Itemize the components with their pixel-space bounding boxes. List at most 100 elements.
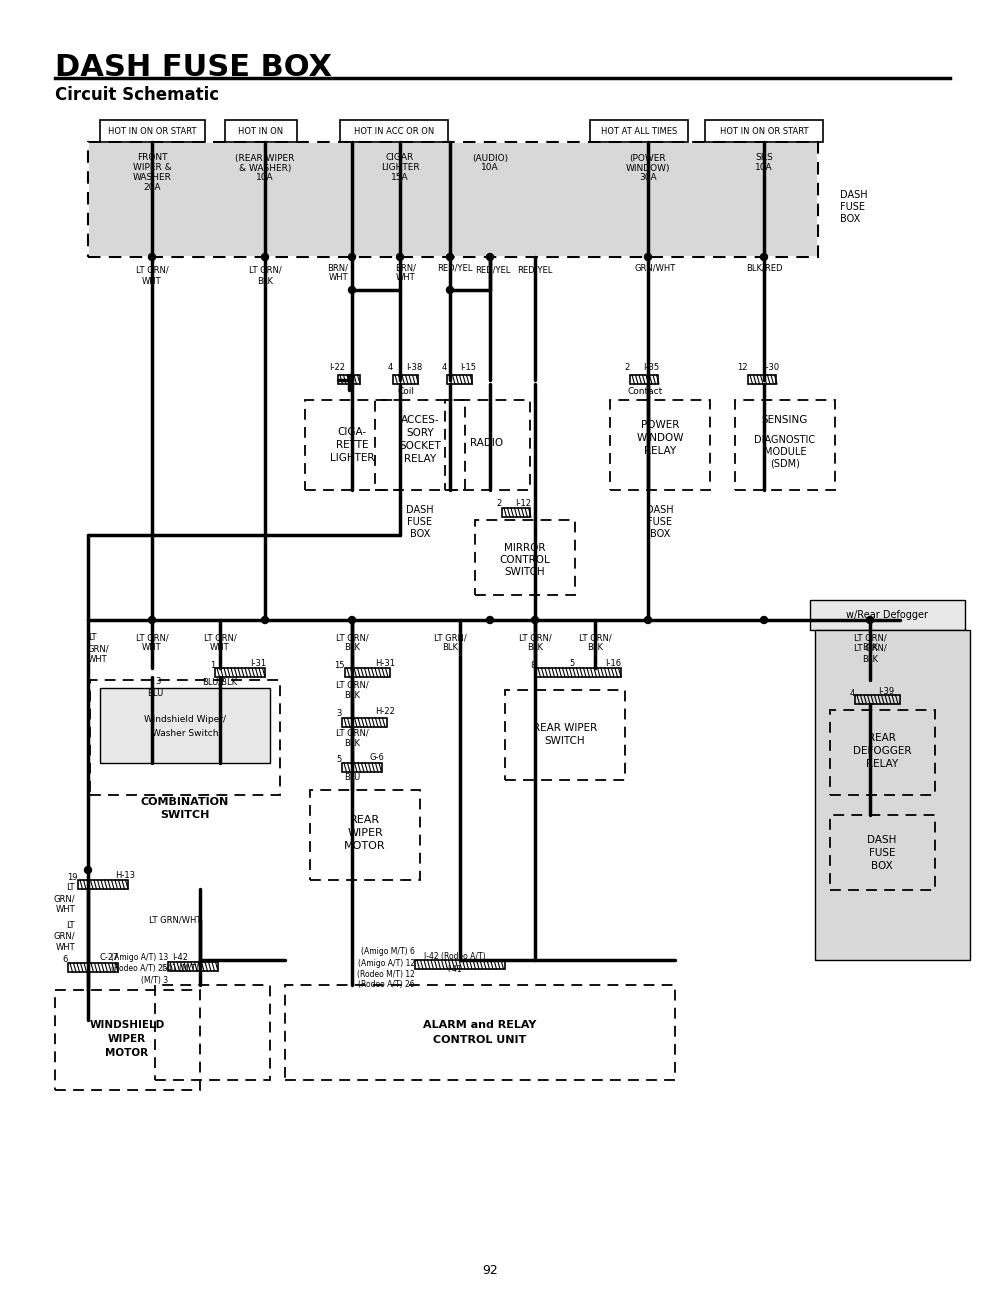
Text: ALARM and RELAY: ALARM and RELAY bbox=[423, 1020, 537, 1030]
Circle shape bbox=[446, 254, 454, 260]
Text: I-39: I-39 bbox=[878, 687, 894, 695]
Text: w/Rear Defogger: w/Rear Defogger bbox=[846, 609, 928, 620]
Text: RELAY: RELAY bbox=[404, 454, 436, 465]
Circle shape bbox=[262, 254, 268, 260]
Text: BLU/BLK: BLU/BLK bbox=[202, 678, 238, 687]
Text: WHT: WHT bbox=[328, 273, 348, 282]
Bar bbox=[855, 695, 900, 704]
Text: LT: LT bbox=[66, 920, 75, 929]
Bar bbox=[338, 375, 360, 384]
Text: RELAY: RELAY bbox=[644, 446, 676, 455]
Bar bbox=[590, 120, 688, 142]
Text: BRN/: BRN/ bbox=[327, 264, 348, 273]
Circle shape bbox=[349, 286, 356, 294]
Bar bbox=[100, 120, 205, 142]
Text: WIPER: WIPER bbox=[347, 828, 383, 839]
Bar bbox=[215, 668, 265, 677]
Text: BLK: BLK bbox=[257, 277, 273, 286]
Circle shape bbox=[148, 254, 156, 260]
Text: RED/YEL: RED/YEL bbox=[437, 264, 473, 273]
Text: DASH: DASH bbox=[406, 505, 434, 515]
Text: DASH: DASH bbox=[867, 835, 897, 845]
Text: BLK/RED: BLK/RED bbox=[746, 264, 782, 273]
Circle shape bbox=[644, 254, 652, 260]
Bar bbox=[89, 144, 817, 256]
Text: (AUDIO): (AUDIO) bbox=[472, 154, 508, 163]
Bar bbox=[345, 668, 390, 677]
Text: MIRROR: MIRROR bbox=[504, 543, 546, 553]
Text: BLK: BLK bbox=[527, 643, 543, 652]
Bar bbox=[285, 985, 675, 1080]
Bar bbox=[225, 120, 297, 142]
Text: SWITCH: SWITCH bbox=[505, 567, 545, 577]
Text: 8: 8 bbox=[531, 660, 536, 669]
Text: WHT: WHT bbox=[142, 277, 162, 286]
Text: SENSING: SENSING bbox=[762, 415, 808, 424]
Text: (REAR WIPER: (REAR WIPER bbox=[235, 154, 295, 163]
Text: SWITCH: SWITCH bbox=[545, 736, 585, 747]
Text: (POWER: (POWER bbox=[630, 154, 666, 163]
Text: 1: 1 bbox=[210, 660, 215, 669]
Text: BLK: BLK bbox=[344, 643, 360, 652]
Text: RELAY: RELAY bbox=[866, 760, 898, 769]
Text: HOT AT ALL TIMES: HOT AT ALL TIMES bbox=[601, 127, 677, 136]
Bar bbox=[705, 120, 823, 142]
Text: DASH: DASH bbox=[840, 190, 868, 201]
Text: (SDM): (SDM) bbox=[770, 459, 800, 468]
Text: ACCES-: ACCES- bbox=[401, 415, 439, 424]
Text: REAR: REAR bbox=[868, 732, 896, 743]
Text: 15A: 15A bbox=[391, 173, 409, 182]
Text: I-31: I-31 bbox=[250, 659, 266, 668]
Text: COMBINATION: COMBINATION bbox=[141, 797, 229, 807]
Text: (M/T) 3: (M/T) 3 bbox=[141, 976, 168, 985]
Bar bbox=[375, 400, 465, 490]
Bar bbox=[748, 375, 776, 384]
Text: WIPER: WIPER bbox=[108, 1034, 146, 1044]
Text: RED/YEL: RED/YEL bbox=[475, 265, 511, 274]
Text: CONTROL: CONTROL bbox=[500, 555, 550, 565]
Text: BLK: BLK bbox=[344, 739, 360, 748]
Text: 10A: 10A bbox=[755, 163, 773, 172]
Text: BOX: BOX bbox=[871, 861, 893, 871]
Circle shape bbox=[761, 254, 768, 260]
Text: CONTROL UNIT: CONTROL UNIT bbox=[433, 1035, 527, 1046]
Text: 3: 3 bbox=[155, 678, 160, 687]
Text: BLK: BLK bbox=[587, 643, 603, 652]
Text: DASH FUSE BOX: DASH FUSE BOX bbox=[55, 53, 332, 83]
Circle shape bbox=[761, 616, 768, 624]
Text: WASHER: WASHER bbox=[133, 173, 171, 182]
Text: WHT: WHT bbox=[142, 643, 162, 652]
Text: WIPER &: WIPER & bbox=[133, 163, 171, 172]
Text: DEFOGGER: DEFOGGER bbox=[853, 747, 911, 756]
Bar bbox=[393, 375, 418, 384]
Circle shape bbox=[644, 616, 652, 624]
Text: 15: 15 bbox=[334, 660, 345, 669]
Bar bbox=[310, 791, 420, 880]
Bar bbox=[735, 400, 835, 490]
Text: LT GRN/: LT GRN/ bbox=[136, 634, 168, 643]
Text: I-16: I-16 bbox=[605, 659, 621, 668]
Bar bbox=[610, 400, 710, 490]
Text: C-27: C-27 bbox=[100, 954, 120, 963]
Circle shape bbox=[262, 616, 268, 624]
Text: HOT IN ON OR START: HOT IN ON OR START bbox=[720, 127, 808, 136]
Text: HOT IN ON OR START: HOT IN ON OR START bbox=[108, 127, 196, 136]
Text: I-22: I-22 bbox=[329, 364, 345, 373]
Text: FUSE: FUSE bbox=[408, 518, 432, 527]
Text: SORY: SORY bbox=[406, 428, 434, 437]
Text: HOT IN ON: HOT IN ON bbox=[238, 127, 284, 136]
Text: WHT: WHT bbox=[55, 942, 75, 951]
Bar bbox=[155, 985, 270, 1080]
Text: GRN/WHT: GRN/WHT bbox=[634, 264, 676, 273]
Text: 3: 3 bbox=[337, 709, 342, 718]
Text: I-35: I-35 bbox=[643, 364, 659, 373]
Text: Windshield Wiper/: Windshield Wiper/ bbox=[144, 716, 226, 725]
Text: & WASHER): & WASHER) bbox=[239, 163, 291, 172]
Text: I-42 (Rodeo A/T): I-42 (Rodeo A/T) bbox=[424, 952, 486, 961]
Text: BOX: BOX bbox=[650, 529, 670, 540]
Text: CIGAR: CIGAR bbox=[386, 154, 414, 163]
Text: MOTOR: MOTOR bbox=[344, 841, 386, 851]
Text: H-31: H-31 bbox=[375, 659, 395, 668]
Bar bbox=[78, 880, 128, 889]
Text: Washer Switch: Washer Switch bbox=[152, 729, 218, 738]
